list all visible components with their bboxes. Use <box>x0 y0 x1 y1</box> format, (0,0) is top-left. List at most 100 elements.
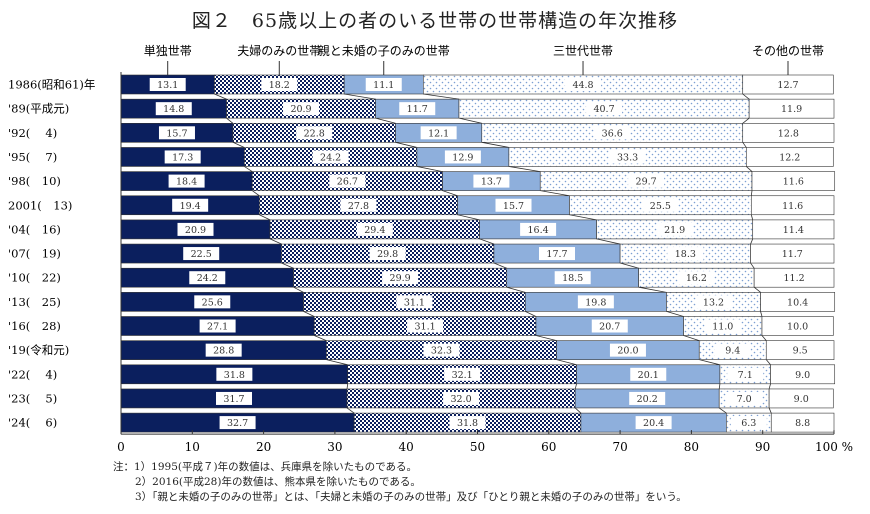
bar-segment <box>761 316 834 336</box>
data-label-box <box>695 295 732 309</box>
data-label-box <box>444 150 481 164</box>
data-label-box <box>473 174 510 188</box>
note-3: 3）「親と未婚の子のみの世帯」とは、「夫婦と未婚の子のみの世帯」及び「ひとり親と… <box>135 491 687 503</box>
data-label-box <box>444 367 481 381</box>
data-label: 11.6 <box>782 201 803 212</box>
connector-line <box>423 93 460 100</box>
data-label: 9.4 <box>725 346 740 357</box>
data-label: 12.8 <box>778 128 799 139</box>
category-label: '22( 4) <box>8 367 57 381</box>
data-label-box <box>155 102 192 116</box>
data-label-box <box>591 319 628 333</box>
bar-segment <box>760 292 836 312</box>
data-label-box <box>369 247 406 261</box>
data-label-box <box>730 416 767 430</box>
data-label-box <box>642 198 679 212</box>
x-tick-label: 10 <box>185 440 200 454</box>
data-label: 32.1 <box>452 370 473 381</box>
category-label: '04( 16) <box>8 222 61 236</box>
connector-line <box>540 190 570 197</box>
category-label: '13( 25) <box>8 295 61 309</box>
data-label-box <box>396 295 433 309</box>
connector-line <box>569 214 597 221</box>
data-label-box <box>219 416 256 430</box>
bar-segment <box>748 98 835 119</box>
data-label: 28.8 <box>213 346 234 357</box>
data-label: 11.7 <box>407 104 428 115</box>
bar-segment <box>742 123 835 143</box>
connector-line <box>346 383 349 390</box>
data-label: 20.9 <box>185 225 206 236</box>
connector-line <box>259 214 271 221</box>
data-label: 29.9 <box>390 273 411 284</box>
connector-line <box>638 286 667 293</box>
connector-line <box>281 262 294 269</box>
connector-line <box>442 190 458 197</box>
data-label-box <box>667 247 704 261</box>
data-label: 11.4 <box>783 225 804 236</box>
data-label: 17.3 <box>172 152 193 163</box>
connector-line <box>765 359 771 366</box>
connector-line <box>718 383 721 390</box>
chart-title: 図２ 65歳以上の者のいる世帯の世帯構造の年次推移 <box>191 10 679 32</box>
data-label-box <box>216 391 253 405</box>
bar-segment <box>770 364 836 385</box>
category-label: '89(平成元) <box>8 102 69 116</box>
data-label-box <box>449 416 486 430</box>
connector-line <box>326 359 348 366</box>
connector-line <box>481 141 509 148</box>
data-label: 13.1 <box>157 80 178 91</box>
category-label: '95( 7) <box>8 150 57 164</box>
x-tick-label: 40 <box>399 440 414 454</box>
data-label-box <box>168 174 205 188</box>
data-label-box <box>340 198 377 212</box>
data-label: 29.7 <box>636 177 657 188</box>
connector-line <box>750 238 754 245</box>
data-label-box <box>164 150 201 164</box>
connector-line <box>746 166 753 172</box>
data-label: 44.8 <box>572 80 593 91</box>
data-label: 24.2 <box>197 273 218 284</box>
data-label: 32.0 <box>451 394 472 405</box>
connector-line <box>718 407 727 414</box>
data-label: 22.8 <box>304 128 325 139</box>
note-1: 注：1）1995(平成７)年の数値は、兵庫県を除いたものである。 <box>113 461 417 473</box>
data-label: 27.1 <box>207 322 228 333</box>
data-label: 11.0 <box>712 322 733 333</box>
connector-line <box>750 190 753 196</box>
data-label-box <box>656 222 693 236</box>
connector-line <box>753 286 761 293</box>
data-label-box <box>382 271 419 285</box>
connector-line <box>619 262 639 269</box>
data-label: 36.6 <box>602 128 623 139</box>
data-label: 19.8 <box>585 297 606 308</box>
data-label: 22.5 <box>191 249 212 260</box>
bar-segment <box>746 147 834 167</box>
connector-line <box>742 93 750 100</box>
connector-line <box>506 286 526 293</box>
data-label: 21.9 <box>664 225 685 236</box>
data-label: 18.5 <box>562 273 583 284</box>
data-label-box <box>205 343 242 357</box>
connector-line <box>251 190 260 197</box>
data-label: 18.4 <box>176 177 197 188</box>
data-label: 20.4 <box>643 418 664 429</box>
connector-line <box>574 383 577 390</box>
data-label: 16.2 <box>686 273 707 284</box>
data-label: 20.7 <box>599 322 620 333</box>
data-label: 14.8 <box>163 104 184 115</box>
data-label: 16.4 <box>528 225 549 236</box>
data-label: 20.0 <box>617 346 638 357</box>
connector-line <box>416 166 443 172</box>
data-label-box <box>443 391 480 405</box>
connector-line <box>535 335 557 342</box>
data-label: 11.7 <box>782 249 803 260</box>
connector-line <box>750 262 755 269</box>
data-label: 13.2 <box>703 297 724 308</box>
connector-line <box>760 311 763 317</box>
data-label: 12.7 <box>777 80 798 91</box>
bar-segment <box>765 340 835 360</box>
data-label-box <box>554 271 591 285</box>
data-label: 11.2 <box>783 273 804 284</box>
connector-line <box>768 407 772 414</box>
